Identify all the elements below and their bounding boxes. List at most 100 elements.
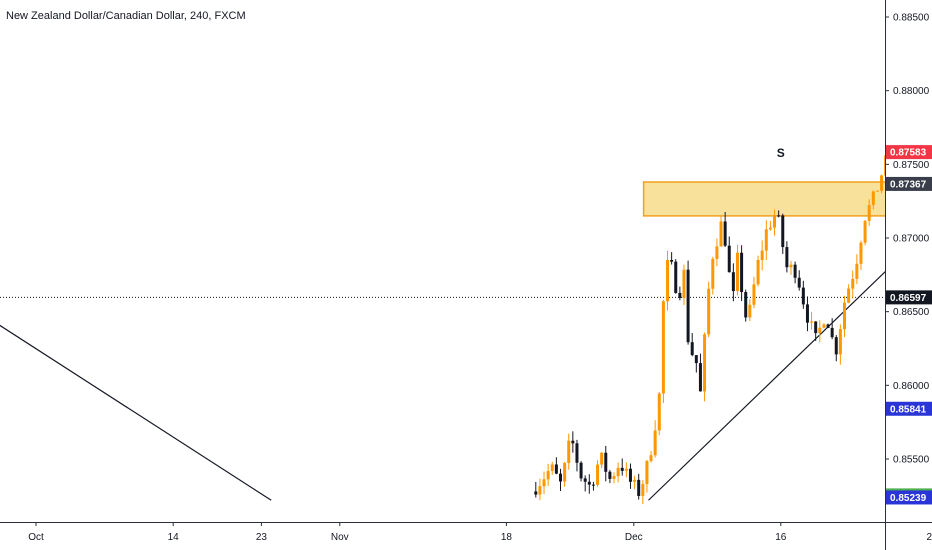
candle: [855, 263, 859, 279]
candle: [805, 304, 809, 323]
candle: [847, 288, 851, 303]
candle: [760, 250, 764, 260]
price-tag-label: 0.85239: [890, 493, 927, 504]
candle: [633, 479, 637, 482]
candle: [674, 261, 678, 293]
candle: [830, 327, 834, 338]
candles-layer: [534, 95, 932, 505]
candle: [641, 484, 645, 496]
candle: [838, 329, 842, 355]
candle: [698, 363, 702, 392]
y-tick-label: 0.88500: [893, 13, 930, 24]
candle: [596, 464, 600, 485]
candle: [563, 463, 567, 482]
price-tag-bg: [886, 401, 932, 416]
price-tag-bg: [886, 490, 932, 505]
candle: [600, 452, 604, 465]
candle: [880, 175, 884, 191]
candle: [571, 440, 575, 444]
candle: [637, 479, 641, 496]
candle: [604, 452, 608, 472]
time-axis-bg: [0, 522, 932, 550]
candle: [826, 324, 830, 328]
y-tick-label: 0.86000: [893, 381, 930, 392]
candle: [801, 287, 805, 305]
candle: [661, 301, 665, 394]
candle: [546, 470, 550, 480]
candle: [851, 278, 855, 289]
candle: [719, 221, 723, 247]
candle: [715, 246, 719, 259]
candle: [764, 229, 768, 251]
candle: [863, 220, 867, 243]
y-tick-label: 0.87000: [893, 234, 930, 245]
candle: [875, 190, 879, 192]
candle: [735, 252, 739, 292]
candle: [653, 430, 657, 456]
candle: [740, 252, 744, 293]
trendline-0: [0, 324, 272, 501]
candle: [822, 324, 826, 328]
candle: [867, 205, 871, 221]
candle: [624, 468, 628, 471]
candle: [649, 455, 653, 462]
candle: [583, 478, 587, 482]
candle: [793, 264, 797, 278]
candle: [773, 215, 777, 228]
candle: [814, 321, 818, 334]
candle: [723, 221, 727, 246]
price-tag-bg: [886, 290, 932, 305]
candle: [785, 247, 789, 268]
pattern-label-0: S: [777, 146, 785, 160]
x-tick-label: Nov: [331, 532, 349, 543]
price-tag-label: 0.87583: [890, 148, 927, 159]
candle: [682, 269, 686, 298]
price-tag-bg: [886, 145, 932, 160]
x-tick-label: 14: [168, 532, 180, 543]
y-tick-label: 0.88000: [893, 86, 930, 97]
price-tag-bg: [886, 176, 932, 191]
candle: [694, 355, 698, 364]
y-tick-label: 0.85500: [893, 455, 930, 466]
x-tick-label: 23: [256, 532, 268, 543]
candle: [591, 484, 595, 486]
candle: [748, 304, 752, 318]
price-tag-label: 0.86597: [890, 293, 927, 304]
candle: [843, 302, 846, 330]
candle: [612, 476, 616, 479]
candle: [731, 272, 735, 292]
y-tick-label: 0.86500: [893, 307, 930, 318]
candle: [810, 321, 814, 323]
candle: [657, 393, 661, 431]
candle: [690, 342, 694, 356]
x-tick-label: Dec: [625, 532, 643, 543]
x-tick-label: 2020: [926, 532, 932, 543]
candle: [707, 288, 711, 335]
candle: [768, 227, 772, 230]
trendline-1: [648, 225, 932, 501]
candle: [616, 467, 620, 477]
y-tick-label: 0.87500: [893, 160, 930, 171]
candle: [711, 258, 715, 289]
drawings-layer: [0, 181, 932, 501]
candle: [818, 327, 822, 334]
candle: [871, 191, 875, 206]
resistance-zone: [642, 181, 932, 217]
candle: [744, 292, 748, 318]
candle: [777, 215, 781, 217]
candle: [620, 467, 624, 471]
candle: [678, 292, 682, 298]
candle: [575, 443, 579, 463]
candle: [558, 473, 562, 482]
price-tag-label: 0.87367: [890, 179, 927, 190]
candle: [645, 461, 649, 485]
candle: [781, 215, 785, 248]
candle: [727, 245, 731, 273]
chart-title: New Zealand Dollar/Canadian Dollar, 240,…: [6, 10, 246, 22]
candle: [797, 277, 801, 288]
candle: [534, 491, 538, 495]
candle: [834, 337, 838, 355]
candle: [670, 259, 674, 262]
